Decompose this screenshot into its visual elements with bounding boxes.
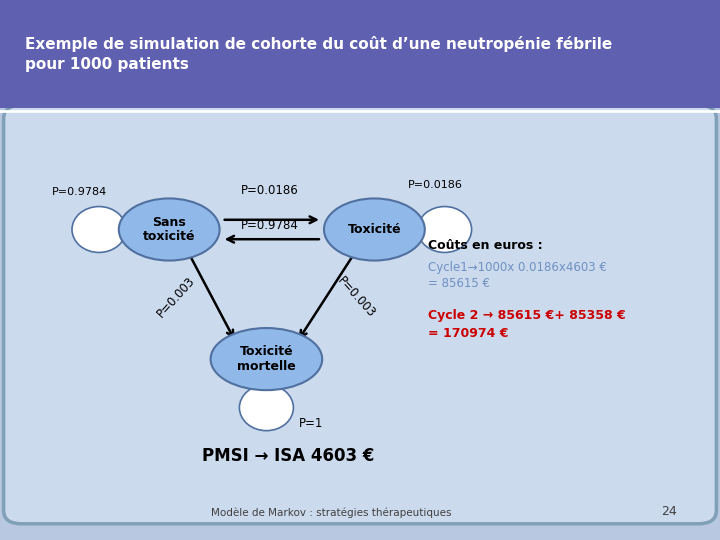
Ellipse shape xyxy=(324,198,425,261)
Ellipse shape xyxy=(119,198,220,261)
FancyBboxPatch shape xyxy=(0,0,720,108)
Text: = 170974 €: = 170974 € xyxy=(428,327,509,340)
Text: Sans
toxicité: Sans toxicité xyxy=(143,215,195,244)
Text: Toxicité: Toxicité xyxy=(348,223,401,236)
Ellipse shape xyxy=(72,206,126,252)
Text: P=0.0186: P=0.0186 xyxy=(408,180,463,190)
Text: = 85615 €: = 85615 € xyxy=(428,277,490,290)
FancyBboxPatch shape xyxy=(4,105,716,524)
Ellipse shape xyxy=(210,328,323,390)
Text: PMSI → ISA 4603 €: PMSI → ISA 4603 € xyxy=(202,447,374,465)
Ellipse shape xyxy=(239,384,294,431)
Text: Cycle 2 → 85615 €+ 85358 €: Cycle 2 → 85615 €+ 85358 € xyxy=(428,309,626,322)
Text: P=0.003: P=0.003 xyxy=(335,274,378,320)
Text: Modèle de Markov : stratégies thérapeutiques: Modèle de Markov : stratégies thérapeuti… xyxy=(211,508,451,518)
Text: Coûts en euros :: Coûts en euros : xyxy=(428,239,543,252)
Text: P=0.003: P=0.003 xyxy=(155,274,198,320)
Ellipse shape xyxy=(418,206,472,252)
Text: P=0.9784: P=0.9784 xyxy=(241,219,299,232)
Text: Toxicité
mortelle: Toxicité mortelle xyxy=(237,345,296,373)
Text: P=1: P=1 xyxy=(299,417,323,430)
Text: P=0.9784: P=0.9784 xyxy=(52,187,107,197)
Text: 24: 24 xyxy=(661,505,677,518)
Text: Cycle1→1000x 0.0186x4603 €: Cycle1→1000x 0.0186x4603 € xyxy=(428,261,607,274)
Text: Exemple de simulation de cohorte du coût d’une neutropénie fébrile
pour 1000 pat: Exemple de simulation de cohorte du coût… xyxy=(25,36,613,72)
Text: P=0.0186: P=0.0186 xyxy=(241,184,299,197)
